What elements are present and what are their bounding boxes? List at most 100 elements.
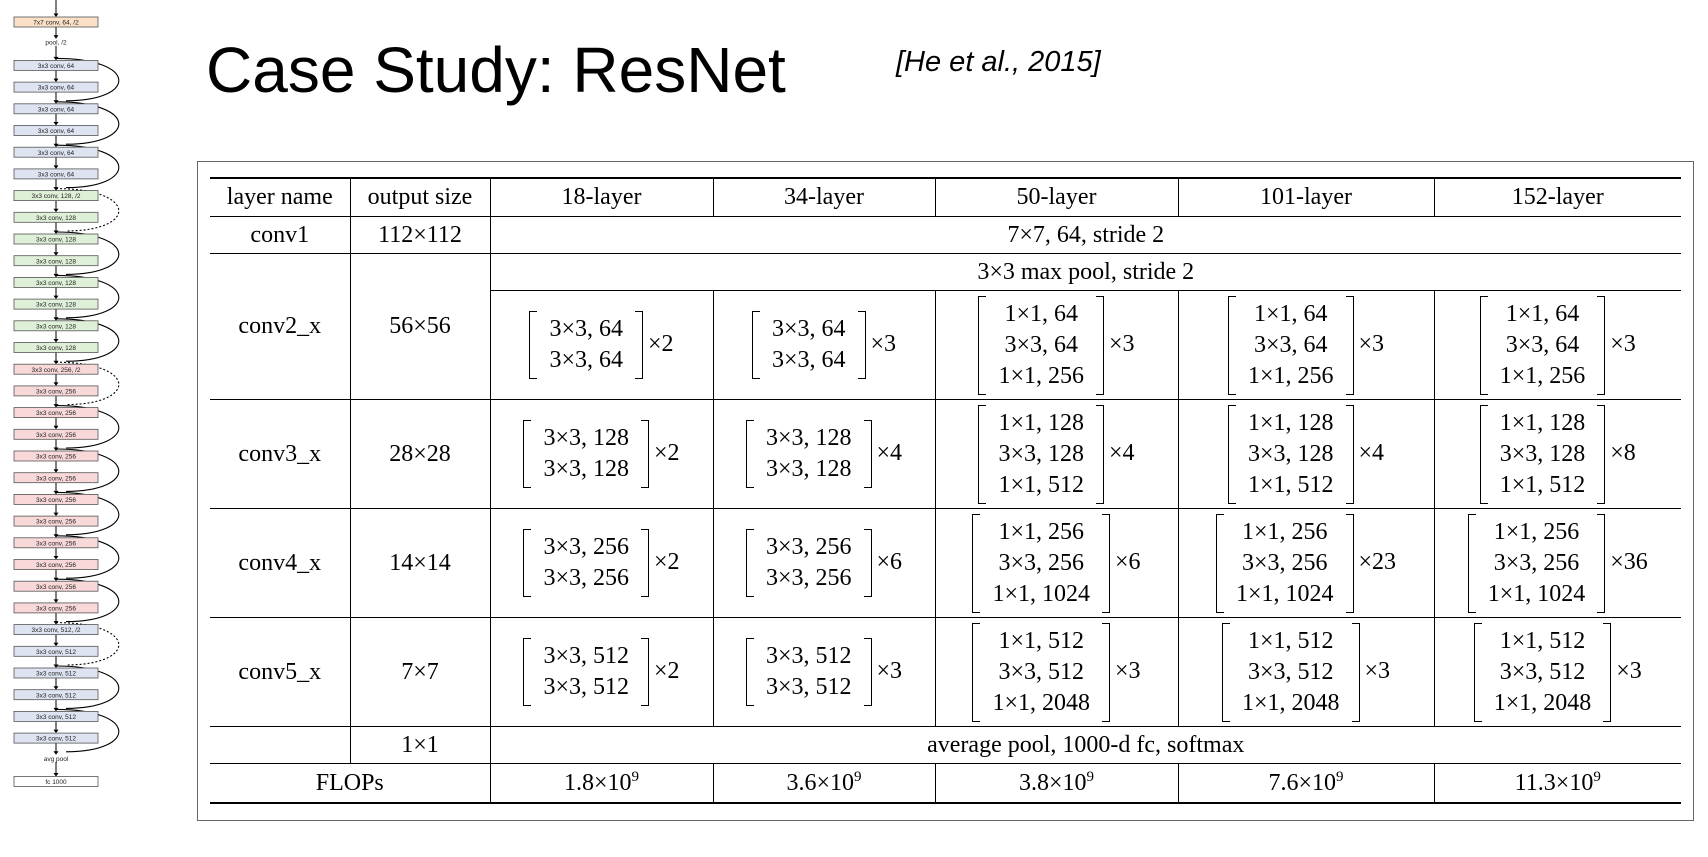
repeat-count: ×2: [654, 657, 680, 684]
block-lines: 1×1, 512 3×3, 512 1×1, 2048: [1482, 623, 1604, 722]
left-bracket: [523, 420, 532, 488]
bracket-block: 3×3, 256 3×3, 256: [523, 529, 649, 597]
resnet-architecture-diagram: 7x7 conv, 64, /2 pool, /2 3x3 conv, 64 3x3 …: [0, 0, 150, 857]
citation: [He et al., 2015]: [896, 46, 1101, 78]
layer-box: [13, 667, 99, 679]
right-bracket: [857, 311, 866, 379]
layer-box: [13, 146, 99, 158]
arrow-head: [53, 252, 59, 256]
layer-label: 3x3 conv, 256: [36, 606, 76, 613]
block-line: 1×1, 1024: [1487, 580, 1586, 607]
layer-config: 7×7, 64, stride 2: [489, 216, 1681, 254]
arrow-head: [53, 469, 59, 473]
output-size: 14×14: [349, 508, 490, 618]
right-bracket: [635, 311, 643, 379]
layer-box: [13, 689, 99, 701]
bracket-block: 3×3, 512 3×3, 512: [523, 638, 649, 706]
right-bracket: [1102, 513, 1110, 613]
repeat-count: ×2: [648, 330, 674, 357]
layer-box: [13, 428, 99, 440]
left-bracket: [745, 529, 754, 597]
block-line: 3×3, 256: [998, 549, 1084, 576]
layer-label: 3x3 conv, 64: [38, 85, 75, 92]
left-bracket: [1467, 513, 1476, 613]
block-cell: 1×1, 512 3×3, 512 1×1, 2048 ×3: [934, 617, 1178, 727]
flops-label: FLOPs: [210, 763, 490, 804]
bracket-block: 3×3, 256 3×3, 256: [745, 529, 872, 597]
block-line: 3×3, 512: [998, 658, 1084, 685]
bracket-block: 1×1, 256 3×3, 256 1×1, 1024: [972, 513, 1110, 613]
block-lines: 1×1, 64 3×3, 64 1×1, 256: [1488, 296, 1598, 395]
repeat-count: ×3: [1364, 657, 1391, 684]
layer-label: 3x3 conv, 64: [38, 106, 75, 113]
left-bracket: [745, 420, 754, 488]
block-cell: 3×3, 128 3×3, 128 ×4: [712, 399, 935, 509]
layer-box: [13, 363, 99, 375]
block-line: 3×3, 512: [543, 674, 629, 700]
flops-row: FLOPs 1.8×109 3.6×109 3.8×109 7.6×109 11.3×10…: [210, 763, 1681, 804]
layer-label: pool, /2: [45, 40, 67, 47]
layer-box: [13, 298, 99, 310]
table-row: conv2_x 56×56 3×3 max pool, stride 2: [210, 253, 1681, 400]
flops-exponent: 9: [1086, 768, 1095, 785]
block-lines: 1×1, 64 3×3, 64 1×1, 256: [986, 296, 1096, 395]
projection-shortcut: [55, 188, 120, 232]
layer-box: [13, 515, 99, 527]
repeat-count: ×2: [654, 548, 680, 575]
left-bracket: [978, 404, 987, 504]
column-header: 34-layer: [712, 177, 935, 217]
block-line: 3×3, 128: [1499, 440, 1586, 467]
layer-box: [13, 732, 99, 744]
right-bracket: [863, 420, 872, 488]
left-bracket: [972, 513, 981, 613]
right-bracket: [1603, 622, 1612, 722]
block-lines: 3×3, 256 3×3, 256: [531, 529, 641, 597]
architecture-svg: 7x7 conv, 64, /2 pool, /2 3x3 conv, 64 3x3 …: [13, 0, 120, 787]
layer-label: 3x3 conv, 64: [38, 172, 75, 179]
arrow-head: [53, 425, 59, 430]
block-line: 1×1, 256: [1247, 362, 1334, 389]
layer-name: conv4_x: [210, 508, 350, 618]
left-bracket: [745, 638, 754, 706]
block-lines: 3×3, 256 3×3, 256: [754, 529, 864, 597]
right-bracket: [1096, 295, 1104, 395]
bracket-block: 3×3, 64 3×3, 64: [529, 311, 643, 379]
repeat-count: ×23: [1358, 548, 1397, 575]
layer-name: [210, 726, 350, 764]
left-bracket: [523, 529, 532, 597]
block-lines: 1×1, 64 3×3, 64 1×1, 256: [1236, 296, 1346, 395]
block-cell: 3×3, 512 3×3, 512 ×2: [489, 617, 713, 727]
arrow-head: [53, 208, 59, 213]
layer-box: [13, 60, 99, 71]
arrow-head: [53, 512, 59, 517]
repeat-count: ×3: [1115, 657, 1141, 684]
repeat-count: ×4: [876, 439, 903, 466]
layer-label: 3x3 conv, 512: [36, 671, 76, 678]
layer-label: 3x3 conv, 256: [36, 519, 76, 526]
block-cell: 3×3, 64 3×3, 64 ×2: [489, 290, 713, 400]
architecture-table-figure: layer name output size 18-layer 34-layer 50-…: [197, 161, 1694, 821]
layer-label: 3x3 conv, 128: [36, 215, 76, 222]
arrow-head: [53, 35, 59, 39]
arrow-head: [53, 599, 59, 603]
arrow-head: [53, 122, 59, 126]
layer-box: [13, 537, 99, 549]
block-cell: 3×3, 512 3×3, 512 ×3: [712, 617, 935, 727]
layer-label: 3x3 conv, 128: [36, 258, 76, 265]
right-bracket: [1345, 513, 1354, 613]
block-line: 1×1, 256: [1241, 518, 1328, 545]
block-line: 3×3, 256: [765, 534, 852, 560]
block-line: 1×1, 2048: [992, 689, 1090, 716]
layer-label: 3x3 conv, 256: [36, 389, 76, 396]
layer-label: 3x3 conv, 256: [36, 410, 76, 417]
layer-label: fc 1000: [45, 779, 67, 786]
block-line: 1×1, 512: [998, 471, 1084, 498]
repeat-count: ×3: [876, 657, 903, 684]
layer-box: [13, 580, 99, 592]
left-bracket: [1227, 404, 1236, 504]
block-line: 3×3, 256: [765, 565, 852, 591]
right-bracket: [1345, 295, 1354, 395]
layer-box: [13, 385, 99, 397]
block-line: 1×1, 128: [998, 409, 1084, 436]
table-row: conv3_x 28×28 3×3, 128 3×3, 128 ×2 3×3, 128 3×…: [210, 399, 1681, 509]
